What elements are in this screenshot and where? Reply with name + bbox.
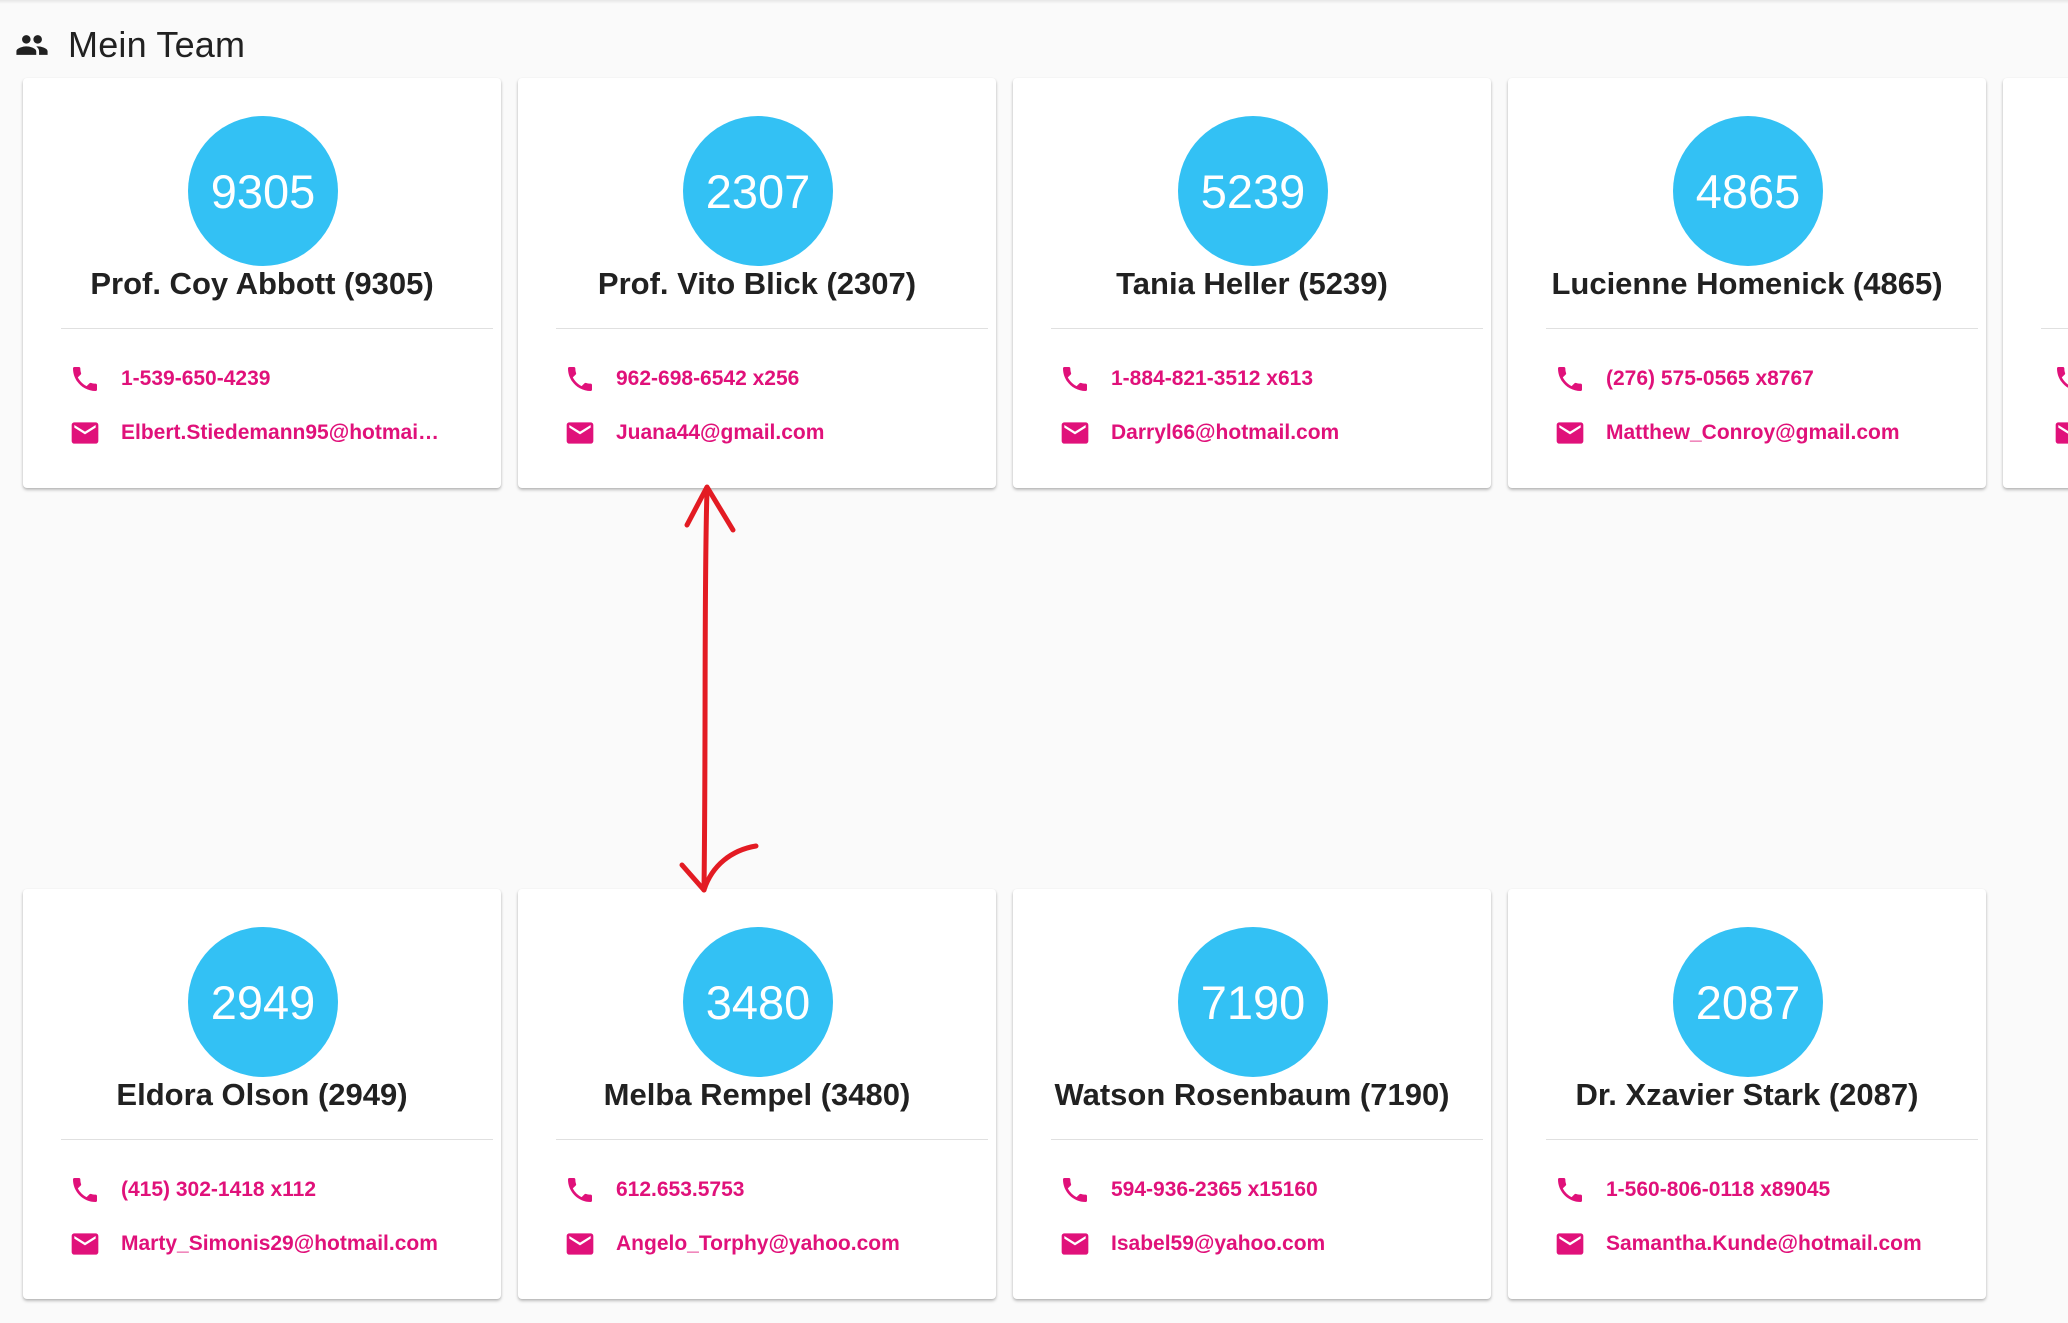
phone-row[interactable]: 1-560-806-0118 x89045 [1552,1171,1830,1209]
member-name: Melba Rempel (3480) [603,1077,911,1112]
email-link[interactable]: Matthew_Conroy@gmail.com [1606,421,1900,444]
phone-link[interactable]: 594-936-2365 x15160 [1111,1178,1318,1201]
phone-link[interactable]: (415) 302-1418 x112 [121,1178,316,1201]
divider [61,1139,493,1140]
top-bar-shadow [0,0,2068,4]
divider [556,1139,988,1140]
phone-icon [1552,1172,1588,1208]
email-row[interactable]: Samantha.Kunde@hotmail.com [1552,1225,1922,1263]
email-link[interactable]: Angelo_Torphy@yahoo.com [616,1232,900,1255]
member-card[interactable]: 5239 Tania Heller (5239) 1-884-821-3512 … [1013,78,1491,488]
email-row[interactable]: Elbert.Stiedemann95@hotmail.c... [67,414,441,452]
divider [1546,1139,1978,1140]
phone-row[interactable]: 594-936-2365 x15160 [1057,1171,1318,1209]
member-name: Prof. Vito Blick (2307) [597,266,917,301]
email-link[interactable]: Samantha.Kunde@hotmail.com [1606,1232,1922,1255]
avatar: 2949 [188,927,338,1077]
avatar: 7190 [1178,927,1328,1077]
email-link[interactable]: Marty_Simonis29@hotmail.com [121,1232,438,1255]
email-row[interactable]: Matthew_Conroy@gmail.com [1552,414,1900,452]
member-card[interactable]: 4865 Lucienne Homenick (4865) (276) 575-… [1508,78,1986,488]
member-name: Tania Heller (5239) [1116,266,1388,301]
member-name: Watson Rosenbaum (7190) [1054,1077,1450,1112]
mail-icon [2051,415,2068,451]
avatar: 9305 [188,116,338,266]
phone-icon [1057,361,1093,397]
phone-icon [67,1172,103,1208]
phone-row[interactable]: 962-698-6542 x256 [562,360,799,398]
page-header: Mein Team [14,20,245,70]
member-card[interactable]: 3480 Melba Rempel (3480) 612.653.5753 An… [518,889,996,1299]
email-link[interactable]: Darryl66@hotmail.com [1111,421,1340,444]
email-link[interactable]: Juana44@gmail.com [616,421,825,444]
member-name: Eldora Olson (2949) [116,1077,408,1112]
divider [1051,1139,1483,1140]
mail-icon [67,1226,103,1262]
phone-icon [1057,1172,1093,1208]
divider [2041,328,2068,329]
email-row[interactable]: Isabel59@yahoo.com [1057,1225,1325,1263]
page-title: Mein Team [68,24,246,65]
email-row[interactable]: Darryl66@hotmail.com [1057,414,1339,452]
mail-icon [1057,415,1093,451]
phone-row[interactable]: 612.653.5753 [562,1171,744,1209]
people-icon [14,27,50,63]
phone-link[interactable]: 1-884-821-3512 x613 [1111,367,1314,390]
member-card[interactable]: 7190 Watson Rosenbaum (7190) 594-936-236… [1013,889,1491,1299]
phone-row[interactable]: 1-539-650-4239 [67,360,270,398]
divider [1546,328,1978,329]
email-row[interactable] [2051,414,2068,452]
email-row[interactable]: Angelo_Torphy@yahoo.com [562,1225,900,1263]
member-card[interactable]: 2307 Prof. Vito Blick (2307) 962-698-654… [518,78,996,488]
email-link[interactable]: Isabel59@yahoo.com [1111,1232,1326,1255]
mail-icon [1552,1226,1588,1262]
phone-link[interactable]: 1-539-650-4239 [121,367,271,390]
member-card[interactable]: 9305 Prof. Coy Abbott (9305) 1-539-650-4… [23,78,501,488]
phone-row[interactable]: 1-884-821-3512 x613 [1057,360,1313,398]
member-name: Lucienne Homenick (4865) [1551,266,1943,301]
avatar: 3480 [683,927,833,1077]
member-card[interactable]: 2949 Eldora Olson (2949) (415) 302-1418 … [23,889,501,1299]
phone-link[interactable]: 1-560-806-0118 x89045 [1606,1178,1831,1201]
divider [61,328,493,329]
avatar: 2307 [683,116,833,266]
phone-link[interactable]: 962-698-6542 x256 [616,367,800,390]
mail-icon [562,1226,598,1262]
phone-icon [562,361,598,397]
phone-row[interactable] [2051,360,2068,398]
phone-row[interactable]: (276) 575-0565 x8767 [1552,360,1814,398]
mail-icon [1552,415,1588,451]
avatar: 4865 [1673,116,1823,266]
email-row[interactable]: Juana44@gmail.com [562,414,824,452]
mail-icon [67,415,103,451]
member-card-partial[interactable] [2003,78,2068,488]
phone-link[interactable]: (276) 575-0565 x8767 [1606,367,1814,390]
email-link[interactable]: Elbert.Stiedemann95@hotmail.c... [121,421,441,444]
mail-icon [1057,1226,1093,1262]
mail-icon [562,415,598,451]
divider [556,328,988,329]
divider [1051,328,1483,329]
double-arrow-annotation [679,484,759,893]
member-card[interactable]: 2087 Dr. Xzavier Stark (2087) 1-560-806-… [1508,889,1986,1299]
email-row[interactable]: Marty_Simonis29@hotmail.com [67,1225,438,1263]
phone-icon [1552,361,1588,397]
phone-icon [67,361,103,397]
avatar: 5239 [1178,116,1328,266]
member-name: Dr. Xzavier Stark (2087) [1575,1077,1919,1112]
member-name: Prof. Coy Abbott (9305) [90,266,434,301]
phone-icon [562,1172,598,1208]
avatar: 2087 [1673,927,1823,1077]
phone-row[interactable]: (415) 302-1418 x112 [67,1171,316,1209]
phone-icon [2051,361,2068,397]
phone-link[interactable]: 612.653.5753 [616,1178,745,1201]
